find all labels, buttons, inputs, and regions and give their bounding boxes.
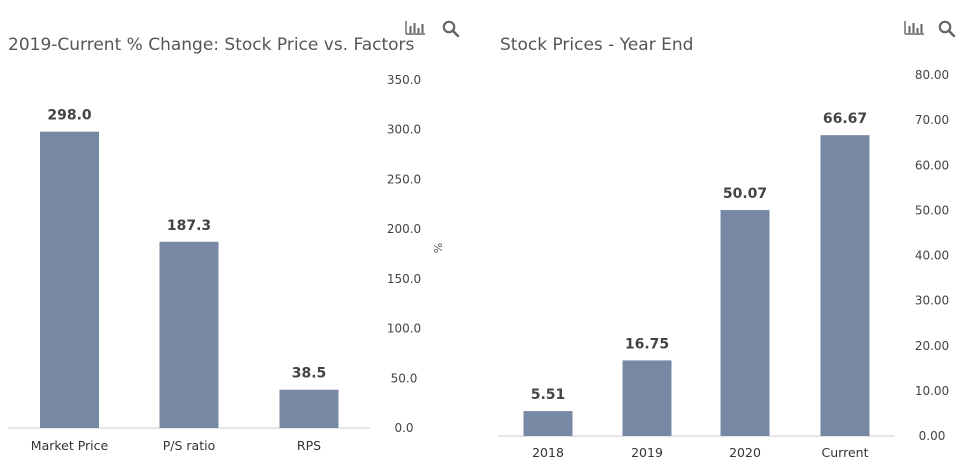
data-label: 5.51 [531, 387, 566, 403]
y-tick-label: 40.00 [915, 249, 949, 263]
chart-icon[interactable] [404, 20, 426, 35]
chart-1-toolbar[interactable] [404, 20, 460, 38]
bar-2020[interactable] [720, 210, 770, 436]
x-tick-label: RPS [297, 438, 321, 453]
y-tick-label: 80.00 [915, 68, 949, 82]
x-tick-label: 2020 [729, 445, 761, 460]
zoom-icon[interactable] [442, 20, 460, 38]
chart-2-toolbar[interactable] [903, 20, 956, 38]
chart-icon[interactable] [903, 20, 925, 35]
chart-1-y-axis-label: % [432, 243, 445, 253]
y-tick-label: 50.0 [391, 371, 418, 385]
chart-2-title: Stock Prices - Year End [500, 35, 693, 55]
y-tick-label: 250.0 [387, 172, 421, 186]
y-tick-label: 70.00 [915, 113, 949, 127]
y-tick-label: 350.0 [387, 73, 421, 87]
x-tick-label: Market Price [31, 438, 109, 453]
y-tick-label: 300.0 [387, 123, 421, 137]
x-tick-label: 2019 [631, 445, 663, 460]
bar-market-price[interactable] [40, 131, 99, 428]
y-tick-label: 100.0 [387, 322, 421, 336]
data-label: 16.75 [625, 336, 669, 352]
bar-current[interactable] [820, 135, 870, 437]
y-tick-label: 150.0 [387, 272, 421, 286]
data-label: 298.0 [47, 108, 92, 124]
y-tick-label: 20.00 [915, 339, 949, 353]
zoom-icon[interactable] [938, 20, 956, 38]
data-label: 187.3 [167, 218, 211, 234]
bar-2018[interactable] [523, 411, 573, 436]
y-tick-label: 30.00 [915, 294, 949, 308]
x-tick-label: 2018 [532, 445, 564, 460]
x-tick-label: P/S ratio [163, 438, 215, 453]
y-tick-label: 10.00 [915, 384, 949, 398]
data-label: 38.5 [292, 366, 327, 382]
data-label: 50.07 [723, 186, 767, 202]
bar-p-s-ratio[interactable] [159, 241, 219, 428]
x-tick-label: Current [822, 445, 869, 460]
y-tick-label: 200.0 [387, 222, 421, 236]
y-tick-label: 0.00 [919, 429, 946, 443]
y-tick-label: 50.00 [915, 203, 949, 217]
bar-2019[interactable] [622, 360, 672, 436]
chart-1-title: 2019-Current % Change: Stock Price vs. F… [8, 35, 415, 55]
data-label: 66.67 [823, 111, 867, 127]
chart-percent-change: 2019-Current % Change: Stock Price vs. F… [8, 20, 460, 453]
y-tick-label: 0.0 [394, 421, 413, 435]
chart-stock-prices: Stock Prices - Year End 5.51 16.75 50.07 66… [498, 20, 956, 460]
y-tick-label: 60.00 [915, 158, 949, 172]
bar-rps[interactable] [279, 389, 339, 428]
